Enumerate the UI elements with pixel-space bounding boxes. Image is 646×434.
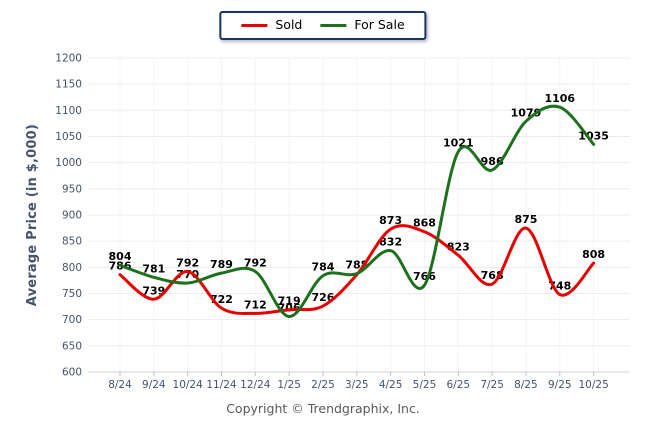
data-point-label: 1106 bbox=[544, 92, 575, 105]
data-point-label: 770 bbox=[176, 268, 199, 281]
y-tick-label: 650 bbox=[62, 340, 82, 352]
data-point-label: 712 bbox=[244, 298, 267, 311]
data-point-label: 832 bbox=[379, 236, 402, 249]
data-point-label: 789 bbox=[210, 258, 233, 271]
legend-label-for-sale: For Sale bbox=[354, 17, 405, 32]
y-tick-label: 1150 bbox=[55, 79, 82, 91]
y-tick-label: 850 bbox=[62, 236, 82, 248]
for-sale-line-swatch bbox=[320, 23, 347, 27]
x-tick-label: 4/25 bbox=[379, 379, 403, 391]
x-tick-label: 1/25 bbox=[277, 379, 301, 391]
x-tick-label: 2/25 bbox=[311, 379, 335, 391]
data-point-label: 868 bbox=[413, 217, 436, 230]
y-tick-label: 1050 bbox=[55, 131, 82, 143]
y-tick-label: 1100 bbox=[55, 105, 82, 117]
x-tick-label: 10/24 bbox=[173, 379, 204, 391]
y-tick-label: 750 bbox=[62, 288, 82, 300]
x-tick-label: 6/25 bbox=[447, 379, 471, 391]
y-tick-label: 1000 bbox=[55, 157, 82, 169]
x-tick-label: 5/25 bbox=[413, 379, 437, 391]
data-point-label: 739 bbox=[142, 284, 165, 297]
data-point-label: 766 bbox=[413, 270, 436, 283]
series-line-for-sale bbox=[118, 104, 596, 319]
x-tick-label: 8/25 bbox=[514, 379, 538, 391]
legend-item-sold: Sold bbox=[241, 17, 303, 32]
data-point-label: 781 bbox=[142, 262, 165, 275]
data-point-label: 873 bbox=[379, 214, 402, 227]
data-point-label: 823 bbox=[447, 240, 470, 253]
y-tick-label: 1200 bbox=[55, 53, 82, 65]
data-point-label: 804 bbox=[109, 250, 132, 263]
x-tick-label: 3/25 bbox=[345, 379, 369, 391]
x-tick-label: 9/24 bbox=[142, 379, 166, 391]
x-tick-label: 7/25 bbox=[480, 379, 504, 391]
legend-label-sold: Sold bbox=[275, 17, 303, 32]
copyright-text: Copyright © Trendgraphix, Inc. bbox=[226, 401, 420, 416]
data-point-label: 875 bbox=[514, 213, 537, 226]
chart-legend: Sold For Sale bbox=[219, 11, 427, 40]
y-axis-title: Average Price (in $,000) bbox=[24, 123, 40, 307]
sold-line-swatch bbox=[241, 23, 268, 27]
data-point-label: 808 bbox=[582, 248, 605, 261]
y-tick-label: 600 bbox=[62, 367, 82, 379]
data-point-label: 792 bbox=[176, 257, 199, 270]
x-tick-label: 11/24 bbox=[206, 379, 237, 391]
y-tick-label: 900 bbox=[62, 210, 82, 222]
legend-item-for-sale: For Sale bbox=[320, 17, 405, 32]
x-tick-label: 10/25 bbox=[578, 379, 608, 391]
data-point-label: 719 bbox=[278, 295, 301, 308]
y-tick-label: 950 bbox=[62, 183, 82, 195]
y-tick-label: 700 bbox=[62, 314, 82, 326]
x-tick-label: 9/25 bbox=[548, 379, 572, 391]
x-tick-label: 12/24 bbox=[240, 379, 271, 391]
y-tick-label: 800 bbox=[62, 262, 82, 274]
x-tick-label: 8/24 bbox=[108, 379, 132, 391]
data-point-label: 792 bbox=[244, 257, 267, 270]
data-point-label: 784 bbox=[311, 261, 334, 274]
